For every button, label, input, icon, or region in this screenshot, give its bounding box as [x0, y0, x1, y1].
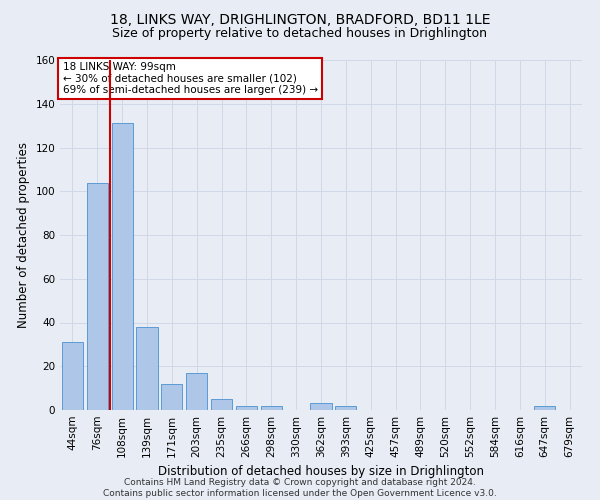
Bar: [161, 384, 182, 410]
X-axis label: Distribution of detached houses by size in Drighlington: Distribution of detached houses by size …: [158, 466, 484, 478]
Bar: [87, 182, 108, 410]
Bar: [62, 342, 83, 410]
Bar: [112, 124, 133, 410]
Bar: [534, 406, 555, 410]
Bar: [310, 404, 332, 410]
Bar: [211, 399, 232, 410]
Text: Contains HM Land Registry data © Crown copyright and database right 2024.
Contai: Contains HM Land Registry data © Crown c…: [103, 478, 497, 498]
Text: Size of property relative to detached houses in Drighlington: Size of property relative to detached ho…: [113, 28, 487, 40]
Text: 18 LINKS WAY: 99sqm
← 30% of detached houses are smaller (102)
69% of semi-detac: 18 LINKS WAY: 99sqm ← 30% of detached ho…: [62, 62, 318, 95]
Y-axis label: Number of detached properties: Number of detached properties: [17, 142, 30, 328]
Text: 18, LINKS WAY, DRIGHLINGTON, BRADFORD, BD11 1LE: 18, LINKS WAY, DRIGHLINGTON, BRADFORD, B…: [110, 12, 490, 26]
Bar: [186, 373, 207, 410]
Bar: [236, 406, 257, 410]
Bar: [261, 406, 282, 410]
Bar: [335, 406, 356, 410]
Bar: [136, 327, 158, 410]
